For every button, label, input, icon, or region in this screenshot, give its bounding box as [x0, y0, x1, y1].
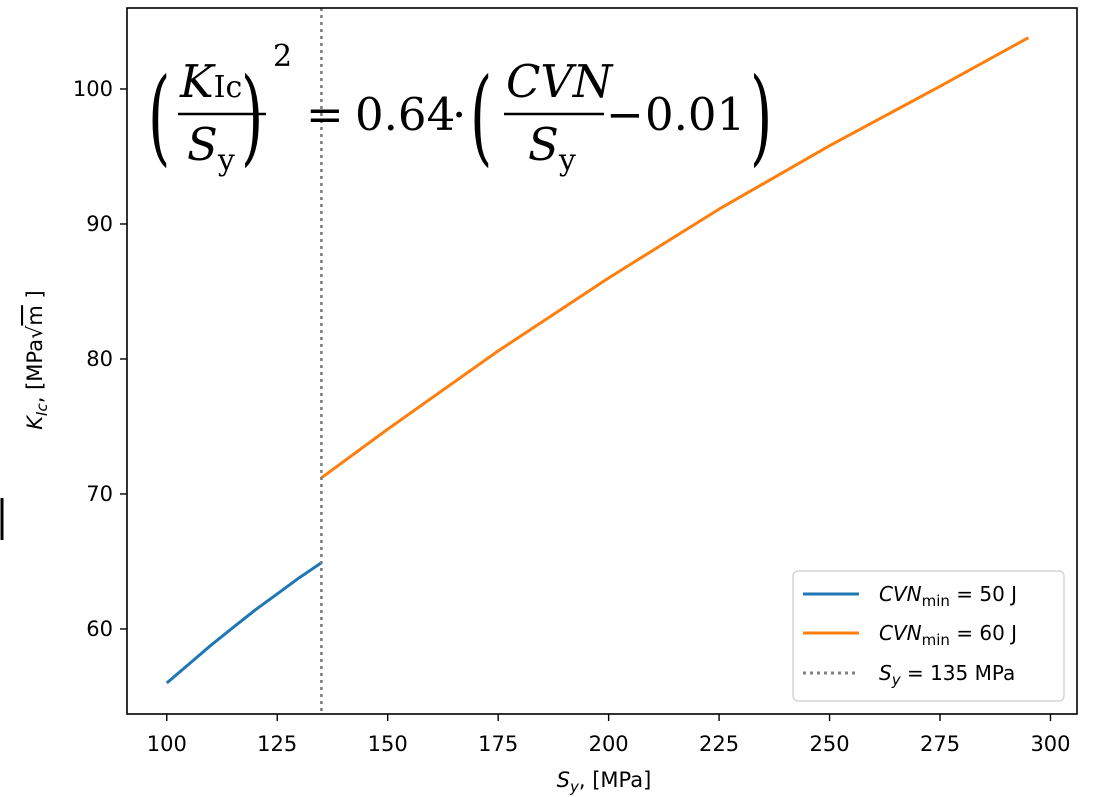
- series-layer: [165, 8, 1030, 714]
- y-tick-label: 100: [73, 77, 113, 101]
- eq-exponent: 2: [273, 39, 292, 74]
- eq-right-paren-2: ): [750, 55, 772, 176]
- eq-equals: =: [306, 88, 344, 141]
- legend-label-series-3: Sy = 135 MPa: [879, 661, 1015, 689]
- x-tick-label: 125: [257, 732, 297, 756]
- y-tick-label: 80: [86, 347, 113, 371]
- eq-offset: 0.01: [645, 88, 745, 141]
- ticks-layer: 100 125 150 175 200 225 250 275 300 60 70 80 90 100: [73, 77, 1071, 756]
- line-series-1: [165, 561, 323, 685]
- x-tick-label: 250: [810, 732, 850, 756]
- x-tick-label: 300: [1030, 732, 1070, 756]
- x-tick-label: 275: [920, 732, 960, 756]
- y-axis-label-group: KIc, [MPa√m ]: [23, 290, 51, 429]
- eq-rhs-numerator: CVN: [506, 55, 614, 108]
- equation-annotation: ( KIc Sy ) 2 = 0.64 · ( CVN Sy − 0.01 ): [148, 39, 772, 178]
- x-tick-label: 200: [589, 732, 629, 756]
- eq-coefficient: 0.64: [355, 88, 455, 141]
- eq-lhs-denominator: Sy: [187, 118, 235, 178]
- legend-box: [792, 570, 1065, 702]
- legend-label-series-1: CVNmin = 50 J: [879, 582, 1017, 610]
- y-tick-label: 70: [86, 482, 113, 506]
- legend: CVNmin = 50 J CVNmin = 60 J Sy = 135 MPa: [792, 570, 1065, 702]
- x-tick-label: 150: [368, 732, 408, 756]
- eq-left-paren-2: (: [470, 55, 492, 176]
- x-tick-label: 175: [478, 732, 518, 756]
- legend-label-series-2: CVNmin = 60 J: [879, 621, 1017, 649]
- eq-lhs-numerator: KIc: [179, 55, 242, 108]
- eq-rhs-denominator: Sy: [528, 118, 576, 178]
- line-series-2: [320, 36, 1030, 480]
- eq-right-paren-1: ): [241, 55, 263, 176]
- eq-left-paren: (: [148, 55, 170, 176]
- y-axis-label: KIc, [MPa√m ]: [23, 290, 51, 429]
- y-tick-label: 90: [86, 212, 113, 236]
- eq-dot: ·: [452, 88, 466, 141]
- plot-frame: [126, 7, 1078, 715]
- y-tick-label: 60: [86, 617, 113, 641]
- x-tick-label: 100: [147, 732, 187, 756]
- x-axis-label: Sy, [MPa]: [557, 768, 652, 796]
- x-tick-label: 225: [699, 732, 739, 756]
- eq-minus: −: [606, 88, 644, 141]
